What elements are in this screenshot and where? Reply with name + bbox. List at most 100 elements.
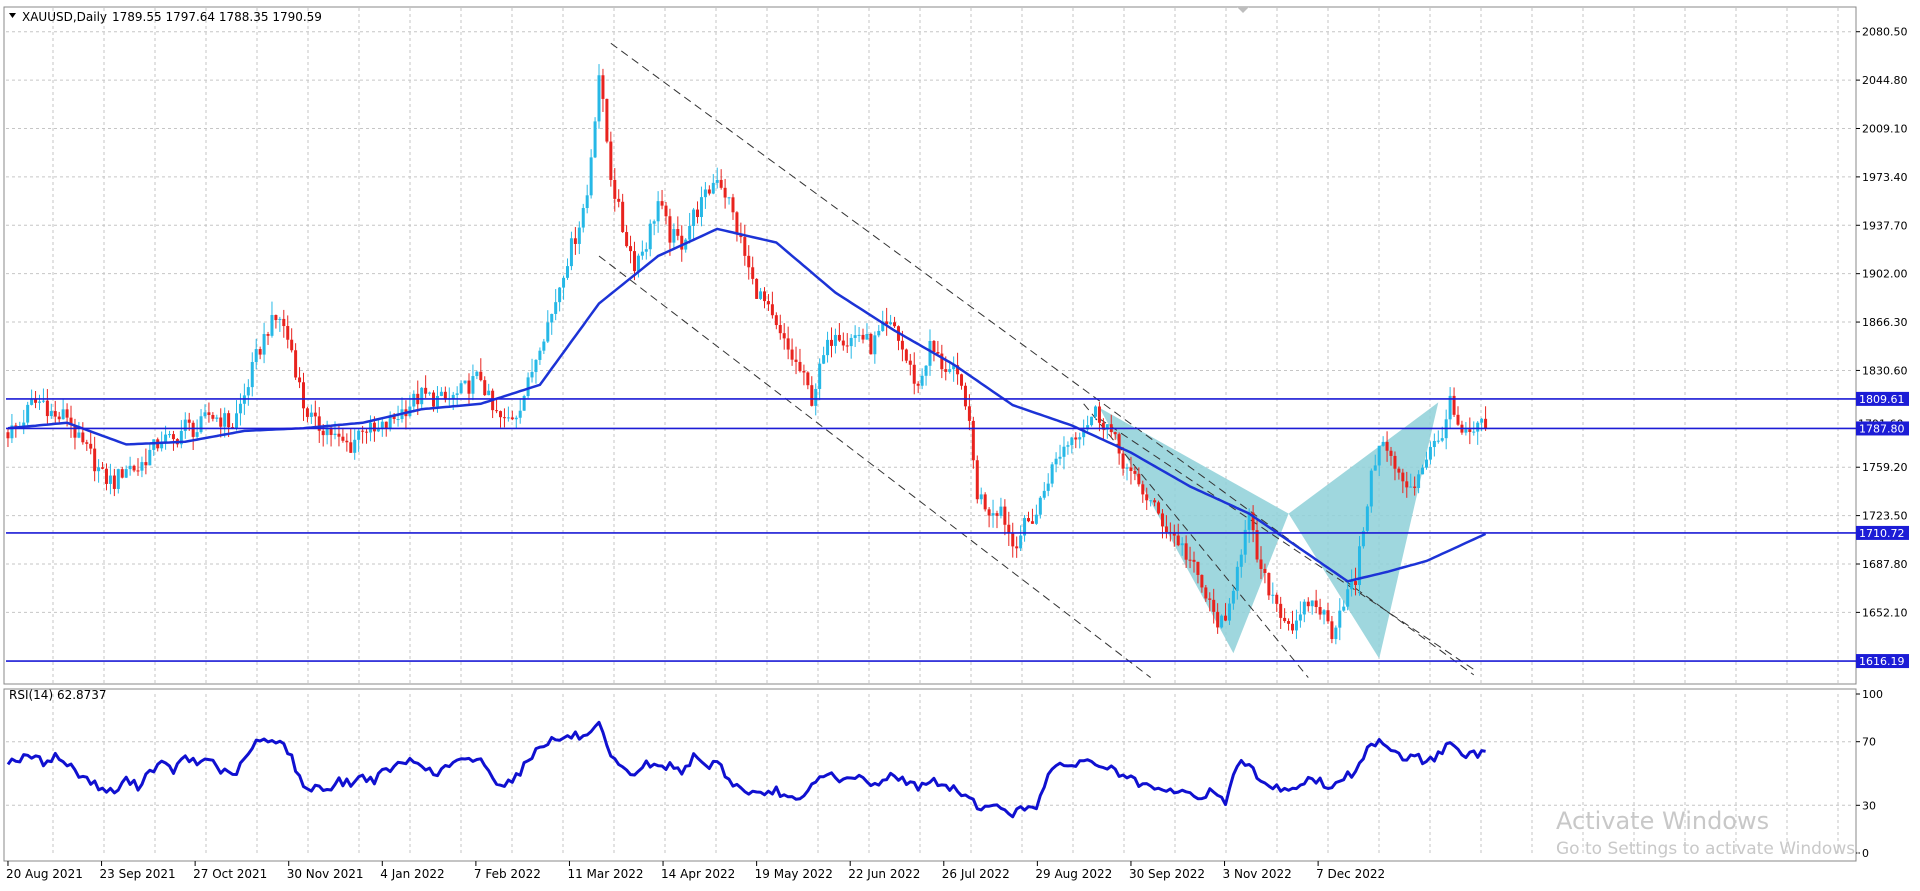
candle-body [1318,607,1322,615]
candle-body [1101,422,1105,430]
candle-body [1050,464,1054,484]
date-tick-label: 29 Aug 2022 [1035,867,1112,881]
price-tick-label: 2080.50 [1862,26,1908,39]
candle-body [794,359,798,362]
level-tag [1856,654,1909,669]
candle-body [534,359,538,373]
candle-body [164,434,168,444]
candle-body [353,439,357,453]
candle-body [85,442,89,444]
candle-body [581,208,585,228]
candle-body [660,201,664,206]
candle-body [719,179,723,188]
candle-body [424,387,428,394]
rsi-axis: 100 70 30 0 [1856,688,1883,860]
candle-body [562,277,566,288]
candle-body [1421,467,1425,475]
candle-body [345,440,349,443]
candle-body [869,334,873,355]
candle-body [207,412,211,415]
candle-body [487,390,491,396]
level-tag [1856,525,1909,540]
rsi-panel-frame [3,688,1857,862]
candle-body [723,187,727,198]
candle-body [1153,500,1157,503]
candle-body [101,467,105,469]
candle-body [120,469,124,478]
candle-body [1070,437,1074,446]
candle-body [625,232,629,247]
candle-body [743,237,747,256]
candle-body [546,322,550,342]
candle-body [522,396,526,411]
candle-body [932,340,936,353]
channel-line[interactable] [1099,418,1475,670]
candle-body [829,339,833,346]
rsi-label: RSI(14) 62.8737 [9,688,107,702]
candle-body [258,349,262,355]
chart-shift-marker-icon[interactable] [1237,7,1249,13]
candle-body [1224,615,1228,621]
candle-body [664,205,668,217]
candle-body [372,422,376,432]
candle-body [861,334,865,340]
candle-body [439,391,443,396]
candle-body [1058,456,1062,459]
price-tick-label: 1902.00 [1862,268,1908,281]
candle-body [1164,526,1168,533]
candle-body [246,387,250,396]
candle-body [65,409,69,418]
candle-body [774,315,778,326]
candle-body [727,197,731,199]
date-tick-label: 20 Aug 2021 [6,867,83,881]
candle-body [282,318,286,327]
candle-body [365,431,369,433]
candle-body [1428,447,1432,460]
candle-body [763,291,767,302]
candle-body [361,430,365,432]
candle-body [301,382,305,409]
candle-body [656,201,660,222]
candle-body [1484,418,1488,429]
price-tick-label: 2009.10 [1862,122,1908,135]
candle-body [211,414,215,419]
date-tick-label: 23 Sep 2021 [100,867,176,881]
candle-body [467,380,471,394]
candle-body [274,315,278,321]
candle-body [597,75,601,122]
candle-body [34,398,38,403]
date-tick-label: 30 Sep 2022 [1129,867,1205,881]
candle-body [337,433,341,437]
candle-body [1448,395,1452,420]
candle-body [640,251,644,256]
candle-body [475,371,479,377]
rsi-line [6,720,1486,819]
candle-body [506,417,510,419]
candle-body [384,421,388,429]
candle-body [798,361,802,372]
candle-body [908,360,912,365]
candle-body [1180,543,1184,546]
candle-body [45,400,49,417]
candle-body [1141,484,1145,495]
level-tag-label: 1809.61 [1859,393,1905,406]
candle-body [1377,445,1381,466]
candle-body [215,417,219,419]
price-tick-label: 1687.80 [1862,558,1908,571]
channel-line[interactable] [598,255,1151,678]
candle-body [238,403,242,414]
candle-body [443,391,447,400]
candle-body [1137,473,1141,485]
candle-body [294,350,298,378]
candle-body [648,223,652,250]
symbol-menu-arrow-icon[interactable] [9,13,16,18]
candle-body [755,278,759,299]
candle-body [900,340,904,350]
candle-body [1145,494,1149,501]
candle-body [128,465,132,470]
candle-body [987,509,991,516]
candle-body [278,318,282,321]
